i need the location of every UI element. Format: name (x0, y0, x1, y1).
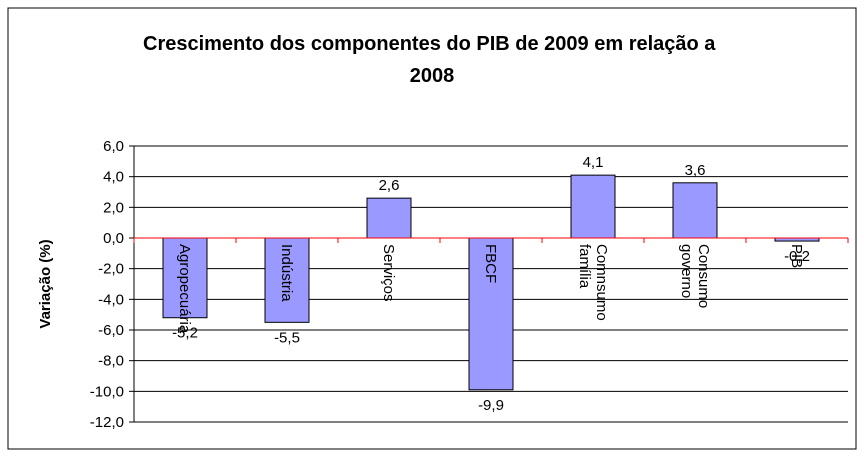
x-tick-label: FBCF (482, 244, 499, 283)
value-label: -9,9 (478, 397, 504, 414)
y-tick-label: 2,0 (103, 199, 124, 216)
bar (264, 237, 310, 323)
bar (366, 197, 412, 239)
x-tick-label: Agropecuária (176, 244, 193, 334)
y-tick-label: -4,0 (98, 291, 124, 308)
y-tick-label: 0,0 (103, 230, 124, 247)
value-label: -5,2 (172, 325, 198, 342)
y-tick-label: 4,0 (103, 169, 124, 186)
x-tick-label: Serviços (380, 244, 397, 302)
bar (468, 237, 514, 391)
value-label: -0,2 (784, 248, 810, 265)
y-tick-label: -2,0 (98, 261, 124, 278)
y-tick-label: -12,0 (90, 414, 124, 431)
bar (672, 182, 718, 239)
x-tick-label: PIB (788, 244, 805, 268)
x-tick-label: Comnsumo família (576, 244, 610, 325)
y-tick-label: -6,0 (98, 322, 124, 339)
y-axis-title: Variação (%) (37, 239, 54, 328)
value-label: 2,6 (379, 177, 400, 194)
y-tick-label: -8,0 (98, 353, 124, 370)
y-tick-label: 6,0 (103, 138, 124, 155)
value-label: 4,1 (583, 154, 604, 171)
chart-title: Crescimento dos componentes do PIB de 20… (143, 33, 721, 87)
x-tick-label: Consumo governo (678, 244, 712, 312)
bar (570, 174, 616, 239)
value-label: -5,5 (274, 329, 300, 346)
value-label: 3,6 (685, 162, 706, 179)
y-tick-label: -10,0 (90, 383, 124, 400)
bar (162, 237, 208, 319)
x-tick-label: Indústria (278, 244, 295, 302)
